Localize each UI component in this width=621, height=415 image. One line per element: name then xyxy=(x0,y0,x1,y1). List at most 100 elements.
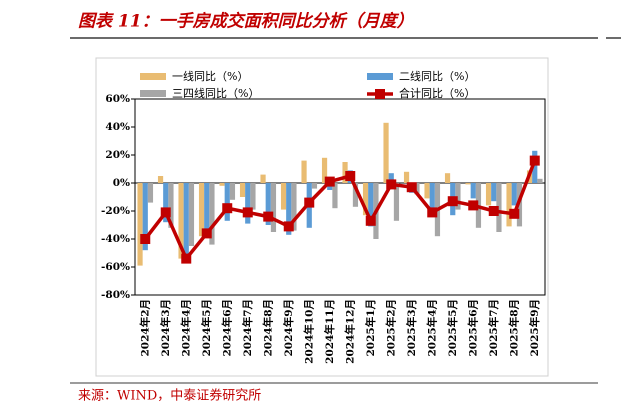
x-tick-label: 2024年11月 xyxy=(323,299,336,364)
bar xyxy=(291,183,297,231)
plot-border xyxy=(134,98,546,296)
bar xyxy=(368,183,374,227)
marker xyxy=(324,176,335,187)
bar xyxy=(485,183,492,206)
bar xyxy=(239,183,246,197)
bar xyxy=(183,183,189,259)
y-tick-label: 20% xyxy=(105,149,130,161)
bar xyxy=(301,160,307,183)
marker xyxy=(386,179,397,190)
x-tick-label: 2024年8月 xyxy=(261,299,274,357)
y-tick-label: -40% xyxy=(101,233,130,245)
chart-frame xyxy=(95,57,549,377)
bar xyxy=(532,150,538,183)
y-tick-label: 60% xyxy=(105,93,130,105)
marker xyxy=(529,155,540,166)
y-tick-label: -20% xyxy=(101,205,130,217)
marker xyxy=(201,228,212,239)
x-tick-label: 2024年12月 xyxy=(343,299,356,364)
marker xyxy=(345,171,356,181)
bar xyxy=(147,183,154,203)
bar xyxy=(321,157,328,183)
bar xyxy=(424,183,430,199)
x-tick-label: 2024年5月 xyxy=(200,299,213,357)
marker xyxy=(263,211,274,222)
bar xyxy=(137,183,143,266)
y-tick-label: -80% xyxy=(101,289,130,301)
bar xyxy=(383,122,389,183)
marker xyxy=(468,200,479,211)
bar xyxy=(311,183,318,189)
bar xyxy=(280,183,287,210)
x-tick-label: 2025年1月 xyxy=(364,299,377,357)
y-tick-label: 0% xyxy=(113,177,130,189)
legend-label: 合计同比（%） xyxy=(399,86,475,100)
marker xyxy=(427,207,438,218)
bar xyxy=(393,183,400,221)
bar xyxy=(229,183,236,200)
bar xyxy=(219,183,225,186)
legend-swatch xyxy=(140,73,166,80)
bar xyxy=(157,176,164,183)
y-tick-label: -60% xyxy=(101,261,130,273)
marker xyxy=(181,253,192,264)
marker xyxy=(447,196,458,207)
chart-title: 图表 11：一手房成交面积同比分析（月度） xyxy=(78,12,414,32)
bar xyxy=(342,162,348,183)
bar xyxy=(188,183,195,246)
bar xyxy=(142,183,148,251)
bar xyxy=(496,183,502,232)
bar xyxy=(250,183,256,210)
bar xyxy=(286,183,292,235)
bar xyxy=(209,183,215,245)
bar xyxy=(403,171,410,183)
bar xyxy=(470,183,476,199)
x-tick-label: 2024年10月 xyxy=(302,299,315,364)
bar xyxy=(455,183,461,210)
bar xyxy=(163,183,169,223)
bar xyxy=(429,183,435,210)
x-tick-label: 2025年5月 xyxy=(446,299,459,357)
bar xyxy=(168,183,174,228)
marker xyxy=(140,234,151,244)
x-tick-label: 2025年2月 xyxy=(384,299,397,357)
bar xyxy=(414,183,420,195)
source: 来源：WIND，中泰证券研究所 xyxy=(78,388,261,404)
bar xyxy=(506,183,512,227)
bar xyxy=(178,183,184,259)
marker xyxy=(406,182,417,193)
x-tick-label: 2024年7月 xyxy=(241,299,254,357)
x-tick-label: 2024年6月 xyxy=(220,299,233,357)
bar xyxy=(204,183,210,238)
legend-label: 二线同比（%） xyxy=(399,69,475,83)
marker xyxy=(242,207,253,218)
marker xyxy=(222,203,233,214)
bar xyxy=(265,183,271,225)
bar xyxy=(537,178,543,183)
x-tick-label: 2025年6月 xyxy=(466,299,479,357)
legend-swatch xyxy=(367,73,393,80)
x-tick-label: 2024年3月 xyxy=(159,299,172,357)
legend-label: 三四线同比（%） xyxy=(172,86,259,100)
bar xyxy=(444,173,451,183)
x-tick-label: 2024年4月 xyxy=(179,299,192,357)
bar xyxy=(245,183,251,224)
marker xyxy=(304,197,315,208)
marker xyxy=(160,207,171,218)
legend-label: 一线同比（%） xyxy=(172,69,248,83)
marker xyxy=(283,221,294,232)
x-tick-label: 2024年9月 xyxy=(282,299,295,357)
x-tick-label: 2025年3月 xyxy=(405,299,418,357)
marker xyxy=(365,215,376,226)
bar xyxy=(465,183,471,185)
bar xyxy=(332,183,338,209)
marker xyxy=(488,206,499,216)
x-tick-label: 2024年2月 xyxy=(138,299,151,357)
marker xyxy=(509,208,520,219)
bar xyxy=(260,174,266,183)
x-tick-label: 2025年4月 xyxy=(425,299,438,357)
x-tick-label: 2025年8月 xyxy=(507,299,520,357)
bar xyxy=(491,183,497,202)
